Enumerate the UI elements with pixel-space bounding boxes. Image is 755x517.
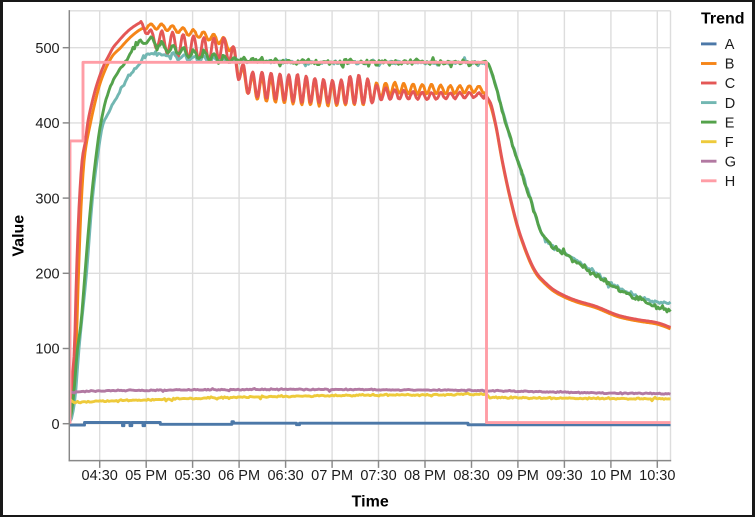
svg-text:B: B [725, 57, 735, 73]
svg-text:05 PM: 05 PM [125, 468, 167, 484]
svg-text:C: C [725, 76, 735, 92]
svg-text:E: E [725, 115, 735, 131]
svg-text:H: H [725, 174, 735, 190]
svg-text:05:30: 05:30 [174, 468, 210, 484]
svg-text:04:30: 04:30 [82, 468, 118, 484]
svg-text:10 PM: 10 PM [590, 468, 632, 484]
svg-text:06:30: 06:30 [267, 468, 303, 484]
svg-text:D: D [725, 96, 735, 112]
svg-text:F: F [725, 135, 734, 151]
svg-text:0: 0 [52, 417, 60, 433]
svg-text:A: A [725, 37, 735, 53]
svg-text:09 PM: 09 PM [497, 468, 539, 484]
svg-text:300: 300 [35, 191, 59, 207]
svg-text:09:30: 09:30 [546, 468, 582, 484]
svg-text:07 PM: 07 PM [311, 468, 353, 484]
svg-text:Time: Time [352, 494, 389, 511]
svg-text:100: 100 [35, 342, 59, 358]
svg-text:200: 200 [35, 267, 59, 283]
svg-text:08:30: 08:30 [453, 468, 489, 484]
svg-text:400: 400 [35, 116, 59, 132]
svg-text:500: 500 [35, 41, 59, 57]
svg-text:06 PM: 06 PM [218, 468, 260, 484]
svg-text:10:30: 10:30 [639, 468, 675, 484]
svg-text:Trend: Trend [701, 10, 745, 27]
svg-text:07:30: 07:30 [360, 468, 396, 484]
svg-text:G: G [725, 154, 736, 170]
svg-text:Value: Value [11, 215, 28, 257]
svg-text:08 PM: 08 PM [404, 468, 446, 484]
